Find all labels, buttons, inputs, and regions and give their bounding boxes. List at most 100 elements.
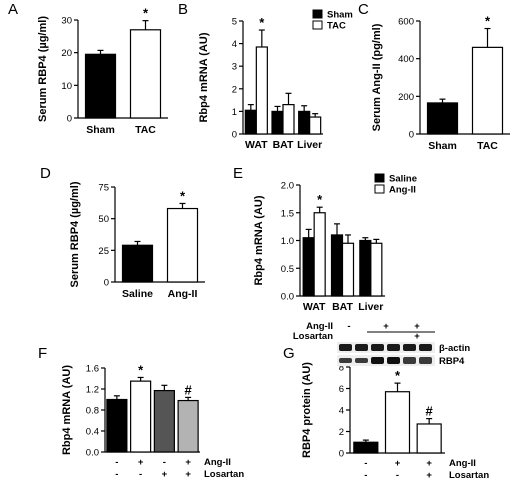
y-axis-label-A: Serum RBP4 (µg/ml) [37,16,49,122]
bar-E-0-0 [302,237,315,297]
bar-B-2-0 [298,110,311,135]
blot-band-0-0 [339,344,352,351]
condition-mark-G-1-2: + [426,470,432,481]
x-category-A-1: TAC [135,124,156,136]
significance-mark-B-0-1: * [259,15,265,30]
legend-swatch-E-1 [374,184,385,194]
condition-mark-F-0-1: + [138,457,144,468]
bar-E-2-1 [370,242,383,297]
y-tick-label-B-2: 2 [232,84,237,95]
bar-C-0 [426,102,459,135]
condition-mark-F-0-2: - [163,457,166,468]
x-category-B-1: BAT [273,139,294,151]
x-category-D-0: Saline [122,288,153,300]
y-axis-label-D: Serum RBP4 (µg/ml) [69,181,81,287]
y-tick-label-F-2: 0.8 [86,406,99,417]
condition-mark-F-1-2: + [162,469,168,480]
y-tick-label-A-3: 30 [61,16,72,27]
bar-E-2-0 [359,239,372,297]
blot-band-1-1 [355,358,368,363]
panel-D: D 0 25 50 75 Serum RBP4 (µg/ml) Saline * Ang-II [40,165,205,300]
blot-condition-mark-0-0: - [347,321,350,332]
y-tick-label-C-0: 0 [409,130,414,141]
blot-band-1-3 [387,357,400,364]
blot-band-0-2 [371,344,384,351]
y-tick-label-B-0: 0 [232,130,237,141]
x-category-C-0: Sham [428,140,457,152]
y-tick-label-E-0: 0.0 [281,292,294,303]
bar-D-0 [121,244,154,283]
condition-mark-G-1-1: - [396,470,399,481]
x-category-E-2: Liver [358,301,383,313]
significance-mark-D-1: * [180,188,186,203]
y-tick-label-C-3: 600 [398,17,414,28]
y-tick-label-G-1: 2 [339,427,344,438]
condition-label-F-0: Ang-II [204,457,231,468]
blot-condition-label-1: Losartan [293,331,333,342]
y-tick-label-D-1: 25 [98,246,109,257]
y-tick-label-F-4: 1.6 [86,364,99,375]
y-axis-label-B: Rbp4 mRNA (AU) [198,32,210,122]
y-tick-label-A-1: 10 [61,81,72,92]
significance-mark-G-2: # [426,404,434,419]
condition-mark-F-1-3: + [185,469,191,480]
condition-mark-G-0-0: - [364,458,367,469]
significance-mark-F-3: # [185,382,193,397]
panel-label-C: C [358,1,369,18]
blot-band-1-4 [403,357,416,364]
y-tick-label-F-3: 1.2 [86,385,99,396]
bar-A-0 [84,53,117,119]
bar-C-1 [471,46,504,135]
bar-B-2-1 [309,116,322,135]
significance-mark-A-1: * [143,6,149,21]
condition-label-G-0: Ang-II [449,458,476,469]
condition-mark-F-1-0: - [115,469,118,480]
blot-band-0-1 [355,344,368,351]
panel-C: C 0 200 400 600 Serum Ang-II (pg/ml) Sham * TAC [358,1,510,152]
y-tick-label-G-3: 6 [339,384,344,395]
panel-label-B: B [178,1,188,18]
panel-E: E 0.0 0.5 1.0 1.5 2.0 Rbp4 mRNA (AU) * WAT BAT Liv… [233,165,417,313]
y-axis-label-E: Rbp4 mRNA (AU) [253,195,265,285]
x-category-E-0: WAT [303,301,326,313]
bar-E-1-0 [330,234,344,297]
y-tick-label-E-2: 1.0 [281,236,294,247]
y-tick-label-D-0: 0 [104,278,109,289]
bar-B-0-0 [244,109,257,135]
bar-B-0-1 [255,46,268,135]
y-axis-label-C: Serum Ang-II (pg/ml) [371,23,383,131]
blot-condition-mark-0-2: + [414,321,420,332]
y-tick-label-B-4: 4 [232,39,237,50]
significance-mark-C-1: * [485,14,491,29]
condition-mark-F-0-0: - [115,457,118,468]
condition-mark-F-0-3: + [185,457,191,468]
blot-strip-0 [337,342,435,353]
blot-strip-1 [337,355,435,366]
bar-F-3 [177,399,199,453]
legend-label-E-1: Ang-II [389,185,416,196]
panel-label-F: F [38,345,47,362]
y-tick-label-A-0: 0 [67,114,72,125]
x-category-E-1: BAT [332,301,353,313]
blot-band-0-3 [387,344,400,351]
condition-label-F-1: Losartan [204,469,244,480]
y-axis-label-G: RBP4 protein (AU) [301,362,313,458]
bar-E-0-1 [313,212,326,297]
bar-B-1-0 [271,110,284,135]
x-category-A-0: Sham [86,124,115,136]
y-tick-label-C-2: 400 [398,54,414,65]
panel-label-A: A [8,1,18,18]
x-category-D-1: Ang-II [168,288,198,300]
bar-F-2 [153,389,175,453]
legend-swatch-B-1 [312,20,323,30]
blot-band-0-4 [403,344,416,351]
x-category-B-2: Liver [297,139,322,151]
significance-mark-E-0-1: * [317,192,323,207]
condition-mark-G-1-0: - [364,470,367,481]
y-tick-label-B-5: 5 [232,17,237,28]
y-tick-label-G-2: 4 [339,406,344,417]
